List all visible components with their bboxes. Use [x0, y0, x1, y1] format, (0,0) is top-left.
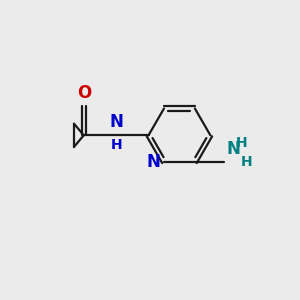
- Text: N: N: [109, 113, 123, 131]
- Text: H: H: [236, 136, 247, 150]
- Text: N: N: [227, 140, 241, 158]
- Text: O: O: [76, 84, 91, 102]
- Text: N: N: [147, 153, 160, 171]
- Text: H: H: [110, 138, 122, 152]
- Text: H: H: [241, 155, 252, 169]
